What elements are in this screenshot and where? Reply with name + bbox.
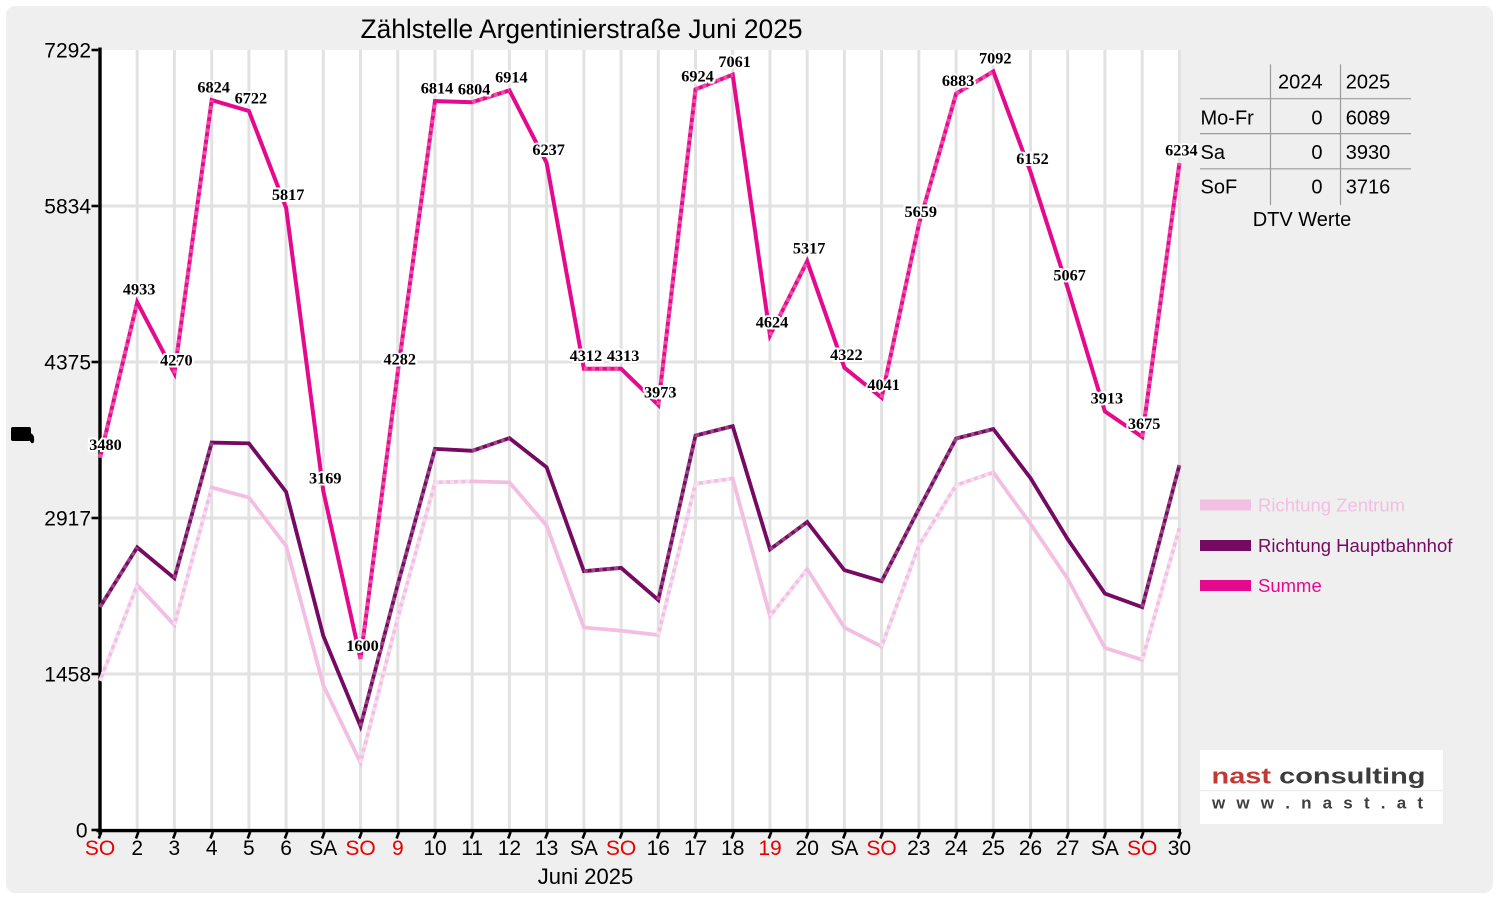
svg-text:6804: 6804 xyxy=(458,82,491,99)
svg-text:6237: 6237 xyxy=(532,142,565,159)
svg-text:16: 16 xyxy=(647,837,670,860)
svg-text:Sa: Sa xyxy=(1201,142,1226,164)
svg-text:SA: SA xyxy=(1091,837,1119,860)
svg-text:nast consulting: nast consulting xyxy=(1212,764,1426,789)
svg-text:17: 17 xyxy=(684,837,707,860)
svg-text:5317: 5317 xyxy=(793,241,826,258)
svg-text:0: 0 xyxy=(1311,107,1322,129)
svg-text:0: 0 xyxy=(1311,177,1322,199)
svg-text:4624: 4624 xyxy=(756,315,789,332)
svg-text:6824: 6824 xyxy=(197,79,230,96)
svg-text:4375: 4375 xyxy=(44,352,91,375)
svg-text:10: 10 xyxy=(423,837,446,860)
svg-text:3169: 3169 xyxy=(309,470,342,487)
svg-text:6814: 6814 xyxy=(421,80,454,97)
svg-text:18: 18 xyxy=(721,837,744,860)
svg-text:4041: 4041 xyxy=(867,377,900,394)
svg-text:7292: 7292 xyxy=(44,40,91,63)
svg-text:2025: 2025 xyxy=(1346,72,1391,94)
svg-text:6924: 6924 xyxy=(681,69,714,86)
svg-text:SO: SO xyxy=(866,837,896,860)
svg-text:4312: 4312 xyxy=(570,348,603,365)
svg-text:27: 27 xyxy=(1056,837,1079,860)
svg-text:2: 2 xyxy=(131,837,143,860)
svg-text:6: 6 xyxy=(280,837,292,860)
svg-text:6152: 6152 xyxy=(1016,151,1049,168)
svg-text:SoF: SoF xyxy=(1201,177,1238,199)
svg-text:13: 13 xyxy=(535,837,558,860)
svg-text:SA: SA xyxy=(570,837,598,860)
svg-text:20: 20 xyxy=(796,837,819,860)
svg-text:SO: SO xyxy=(1127,837,1157,860)
svg-text:SO: SO xyxy=(345,837,375,860)
svg-text:5817: 5817 xyxy=(272,187,305,204)
svg-text:3913: 3913 xyxy=(1091,391,1124,408)
svg-text:Richtung Zentrum: Richtung Zentrum xyxy=(1258,495,1405,516)
svg-text:1458: 1458 xyxy=(44,664,91,687)
svg-text:3973: 3973 xyxy=(644,384,677,401)
svg-text:5: 5 xyxy=(243,837,255,860)
svg-text:1600: 1600 xyxy=(346,638,379,655)
svg-text:6883: 6883 xyxy=(942,73,975,90)
svg-text:12: 12 xyxy=(498,837,521,860)
svg-text:SA: SA xyxy=(830,837,858,860)
svg-text:11: 11 xyxy=(461,837,483,860)
svg-text:26: 26 xyxy=(1019,837,1042,860)
svg-text:2917: 2917 xyxy=(44,508,91,531)
svg-text:Zählstelle Argentinierstraße J: Zählstelle Argentinierstraße Juni 2025 xyxy=(361,14,803,44)
svg-text:0: 0 xyxy=(76,820,88,843)
svg-text:3675: 3675 xyxy=(1128,416,1161,433)
svg-text:6234: 6234 xyxy=(1165,143,1198,160)
svg-text:2024: 2024 xyxy=(1278,72,1323,94)
svg-text:SA: SA xyxy=(309,837,337,860)
svg-text:Mo-Fr: Mo-Fr xyxy=(1201,107,1255,129)
svg-text:7092: 7092 xyxy=(979,51,1012,68)
svg-text:25: 25 xyxy=(982,837,1005,860)
svg-text:Richtung Hauptbahnhof: Richtung Hauptbahnhof xyxy=(1258,535,1453,556)
svg-text:SO: SO xyxy=(606,837,636,860)
svg-text:5067: 5067 xyxy=(1053,267,1086,284)
svg-text:DTV Werte: DTV Werte xyxy=(1253,209,1352,231)
svg-text:6089: 6089 xyxy=(1346,107,1391,129)
svg-text:4: 4 xyxy=(206,837,218,860)
svg-text:5659: 5659 xyxy=(905,204,938,221)
svg-text:4322: 4322 xyxy=(830,347,863,364)
svg-text:6914: 6914 xyxy=(495,70,528,87)
svg-text:w w w . n a s t . a t: w w w . n a s t . a t xyxy=(1211,794,1423,813)
svg-text:19: 19 xyxy=(758,837,781,860)
svg-text:SO: SO xyxy=(85,837,115,860)
svg-text:3480: 3480 xyxy=(89,437,122,454)
svg-text:4313: 4313 xyxy=(607,348,640,365)
svg-text:7061: 7061 xyxy=(718,54,751,71)
svg-text:24: 24 xyxy=(944,837,968,860)
svg-text:3930: 3930 xyxy=(1346,142,1391,164)
svg-text:3: 3 xyxy=(169,837,181,860)
svg-text:0: 0 xyxy=(1311,142,1322,164)
svg-text:4282: 4282 xyxy=(384,351,417,368)
svg-text:9: 9 xyxy=(392,837,404,860)
svg-text:Juni 2025: Juni 2025 xyxy=(538,864,633,889)
svg-text:6722: 6722 xyxy=(235,90,268,107)
svg-text:3716: 3716 xyxy=(1346,177,1391,199)
svg-text:5834: 5834 xyxy=(44,196,91,219)
svg-text:Summe: Summe xyxy=(1258,575,1322,596)
svg-text:4270: 4270 xyxy=(160,353,193,370)
svg-text:4933: 4933 xyxy=(123,282,156,299)
svg-text:23: 23 xyxy=(907,837,930,860)
svg-text:30: 30 xyxy=(1168,837,1191,860)
